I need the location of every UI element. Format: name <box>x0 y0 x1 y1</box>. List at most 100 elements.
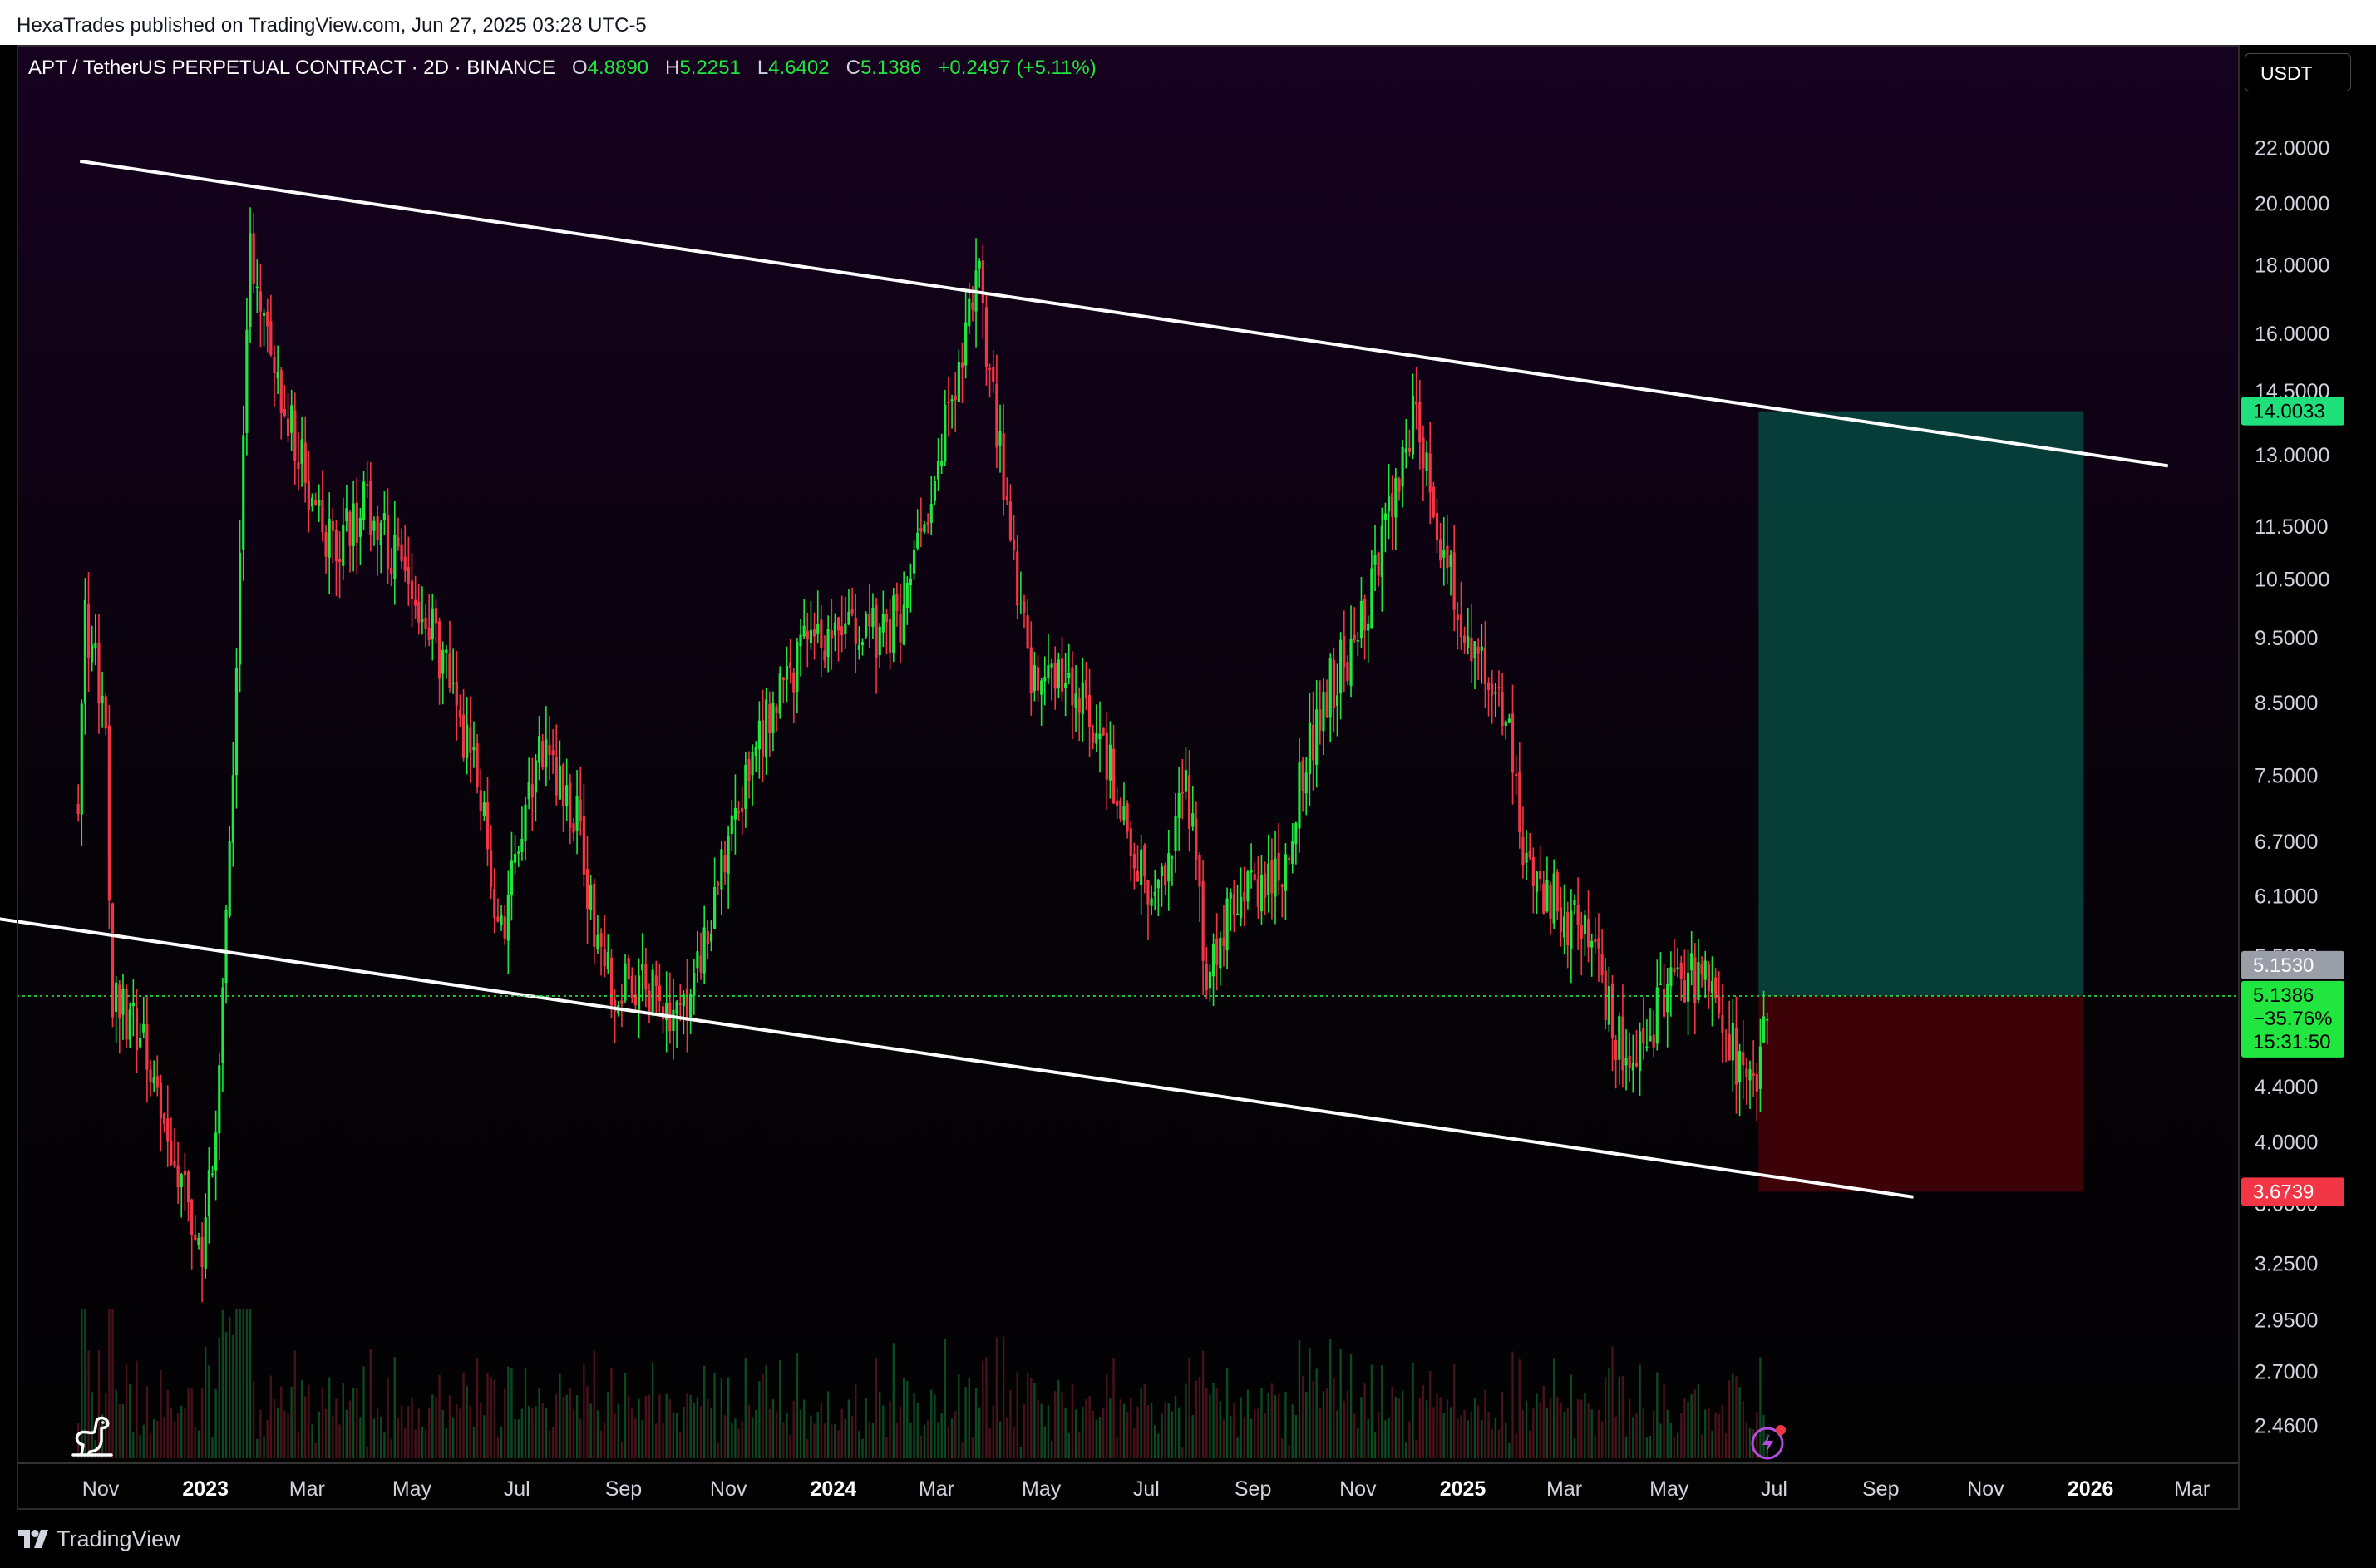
x-tick-label: Nov <box>1967 1477 2004 1501</box>
volume-bar <box>1201 1350 1205 1458</box>
candle-body <box>765 699 768 758</box>
candle-body <box>493 889 496 919</box>
candle-body <box>1174 816 1177 851</box>
volume-bar <box>504 1388 506 1458</box>
volume-bar <box>906 1381 909 1458</box>
currency-button[interactable]: USDT <box>2245 53 2351 91</box>
volume-bar <box>813 1423 816 1458</box>
tradingview-brand[interactable]: TradingView <box>18 1526 180 1552</box>
candle-body <box>1728 1033 1731 1061</box>
volume-bar <box>865 1398 867 1458</box>
candle-body <box>1160 866 1164 877</box>
candle-body <box>792 672 796 693</box>
candle-body <box>1666 984 1669 1013</box>
candle-body <box>1442 550 1446 558</box>
candle-body <box>1710 981 1714 994</box>
trend-lines[interactable] <box>0 159 2240 1199</box>
candle-body <box>1253 874 1256 880</box>
volume-bar <box>820 1402 823 1458</box>
volume-bar <box>1497 1429 1501 1458</box>
price-chart[interactable]: 25.000022.000020.000018.000016.000014.50… <box>0 0 2376 1510</box>
volume-bar <box>1608 1368 1610 1458</box>
volume-bar <box>1676 1432 1679 1458</box>
candle-body <box>820 619 823 648</box>
volume-bar <box>762 1374 764 1458</box>
volume-bar <box>1225 1368 1229 1458</box>
candle-body <box>142 1023 145 1033</box>
volume-bar <box>913 1393 915 1458</box>
price-labels: 14.0033 5.1530 5.1386−35.76%15:31:50 3.6739 <box>2241 397 2344 1206</box>
volume-bar <box>190 1388 193 1458</box>
time-axis[interactable]: Nov 2023 Mar May Jul Sep Nov 2024 Mar May Jul Sep No… <box>82 1477 2210 1501</box>
symbol-legend[interactable]: APT / TetherUS PERPETUAL CONTRACT · 2D ·… <box>28 57 1097 80</box>
candle-body <box>170 1141 173 1165</box>
volume-bar <box>648 1394 651 1458</box>
y-tick-label: 10.5000 <box>2255 569 2329 592</box>
candle-body <box>830 630 833 639</box>
candle-body <box>1012 540 1016 550</box>
candle-body <box>775 706 778 713</box>
volume-bar <box>607 1391 609 1458</box>
candle-body <box>1308 722 1311 775</box>
candle-body <box>448 653 451 688</box>
volume-bar <box>696 1397 699 1458</box>
candle-body <box>1383 513 1388 520</box>
candle-body <box>575 796 579 831</box>
candle-body <box>850 609 854 614</box>
price-axis[interactable]: 25.000022.000020.000018.000016.000014.50… <box>2255 62 2329 1438</box>
lightning-icon[interactable] <box>1751 1423 1787 1460</box>
volume-bar <box>1590 1409 1593 1458</box>
volume-bar <box>1040 1403 1043 1458</box>
volume-bar <box>362 1366 365 1458</box>
volume-bar <box>1388 1418 1390 1458</box>
volume-bar <box>1222 1419 1225 1458</box>
volume-bar <box>108 1309 111 1458</box>
candle-body <box>1645 1046 1649 1048</box>
candle-body <box>207 1170 210 1217</box>
volume-bar <box>417 1408 420 1458</box>
candle-body <box>1243 891 1246 902</box>
candle-body <box>1215 938 1219 965</box>
candle-body <box>593 883 596 947</box>
candle-body <box>1332 660 1335 708</box>
volume-bar <box>974 1388 978 1458</box>
volume-bar <box>583 1363 585 1458</box>
volume-bar <box>747 1404 751 1458</box>
candle-body <box>1618 1016 1621 1060</box>
x-tick-label: 2024 <box>811 1477 857 1501</box>
volume-bar <box>424 1429 427 1458</box>
candle-body <box>451 683 455 684</box>
volume-bar <box>1277 1393 1280 1458</box>
x-tick-label: Jul <box>1761 1477 1787 1501</box>
candle-body <box>1511 713 1515 773</box>
y-tick-label: 2.4600 <box>2255 1415 2318 1438</box>
volume-bar <box>1077 1431 1081 1458</box>
volume-bar <box>1724 1433 1728 1458</box>
candle-body <box>1415 401 1418 405</box>
candle-body <box>585 868 589 909</box>
volume-bar <box>1026 1373 1029 1458</box>
candle-body <box>929 504 933 523</box>
volume-bar <box>1645 1437 1649 1458</box>
volume-bar <box>850 1416 854 1458</box>
volume-bar <box>689 1394 692 1458</box>
candle-body <box>369 480 372 535</box>
volume-bar <box>496 1437 500 1458</box>
candle-body <box>1391 493 1394 517</box>
candle-body <box>1707 964 1710 992</box>
volume-bar <box>1432 1407 1435 1458</box>
candle-body <box>875 604 878 658</box>
candle-body <box>1208 971 1212 989</box>
candle-body <box>97 642 101 704</box>
channel-lower-line <box>0 917 1914 1199</box>
current-price-tag-text: 15:31:50 <box>2253 1031 2330 1053</box>
volume-bar <box>249 1309 252 1458</box>
volume-bar <box>882 1405 885 1458</box>
dinosaur-icon[interactable] <box>70 1415 116 1458</box>
y-tick-label: 7.5000 <box>2255 765 2318 788</box>
candle-body <box>545 739 548 767</box>
volume-bar <box>232 1334 234 1458</box>
candle-body <box>971 302 974 310</box>
candle-body <box>1074 693 1077 708</box>
x-tick-label: 2023 <box>182 1477 229 1501</box>
